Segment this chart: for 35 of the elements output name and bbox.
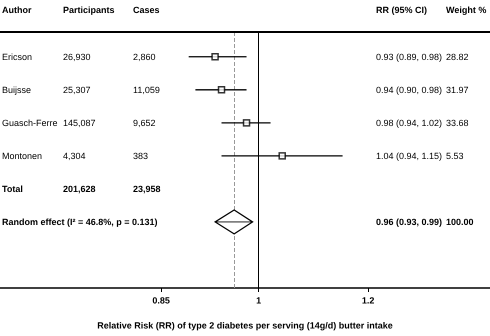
annotation: 145,087 xyxy=(63,118,96,128)
annotation: 383 xyxy=(133,150,148,161)
text: Participants xyxy=(63,5,115,15)
annotation: 33.68 xyxy=(446,118,469,128)
annotation: 28.82 xyxy=(446,52,469,62)
y-tick-label: Montonen xyxy=(2,150,42,161)
text: 0.96 (0.93, 0.99) xyxy=(376,216,442,227)
annotation: 25,307 xyxy=(63,84,91,95)
text: Weight % xyxy=(446,5,486,15)
text: Author xyxy=(2,5,32,15)
annotation: 100.00 xyxy=(446,216,474,227)
annotation: 23,958 xyxy=(133,184,161,194)
annotation: 4,304 xyxy=(63,150,86,161)
y-tick-label: Ericson xyxy=(2,52,32,62)
y-tick-label: Total xyxy=(2,184,23,194)
x-axis-title: Relative Risk (RR) of type 2 diabetes per serving (14g/d) butter intake xyxy=(97,320,393,330)
annotation: 2,860 xyxy=(133,52,156,62)
x-tick-label: 0.85 xyxy=(152,296,170,306)
text: 0.94 (0.90, 0.98) xyxy=(376,84,442,95)
y-tick-label: Guasch-Ferre xyxy=(2,118,58,128)
x-tick-label: 1.2 xyxy=(362,296,374,306)
text: 0.98 (0.94, 1.02) xyxy=(376,118,442,128)
annotation: 11,059 xyxy=(133,84,160,95)
y-tick-label: Buijsse xyxy=(2,84,32,95)
text: Cases xyxy=(133,5,160,15)
annotation: 26,930 xyxy=(63,52,91,62)
annotation: 31.97 xyxy=(446,84,469,95)
annotation: 5.53 xyxy=(446,150,464,161)
annotation: 9,652 xyxy=(133,118,156,128)
text: RR (95% CI) xyxy=(376,5,428,15)
annotation: 201,628 xyxy=(63,184,96,194)
y-tick-label: Random effect (I² = 46.8%, p = 0.131) xyxy=(2,216,158,227)
x-tick-label: 1 xyxy=(256,296,262,306)
text: 1.04 (0.94, 1.15) xyxy=(376,150,442,161)
text: 0.93 (0.89, 0.98) xyxy=(376,52,442,62)
